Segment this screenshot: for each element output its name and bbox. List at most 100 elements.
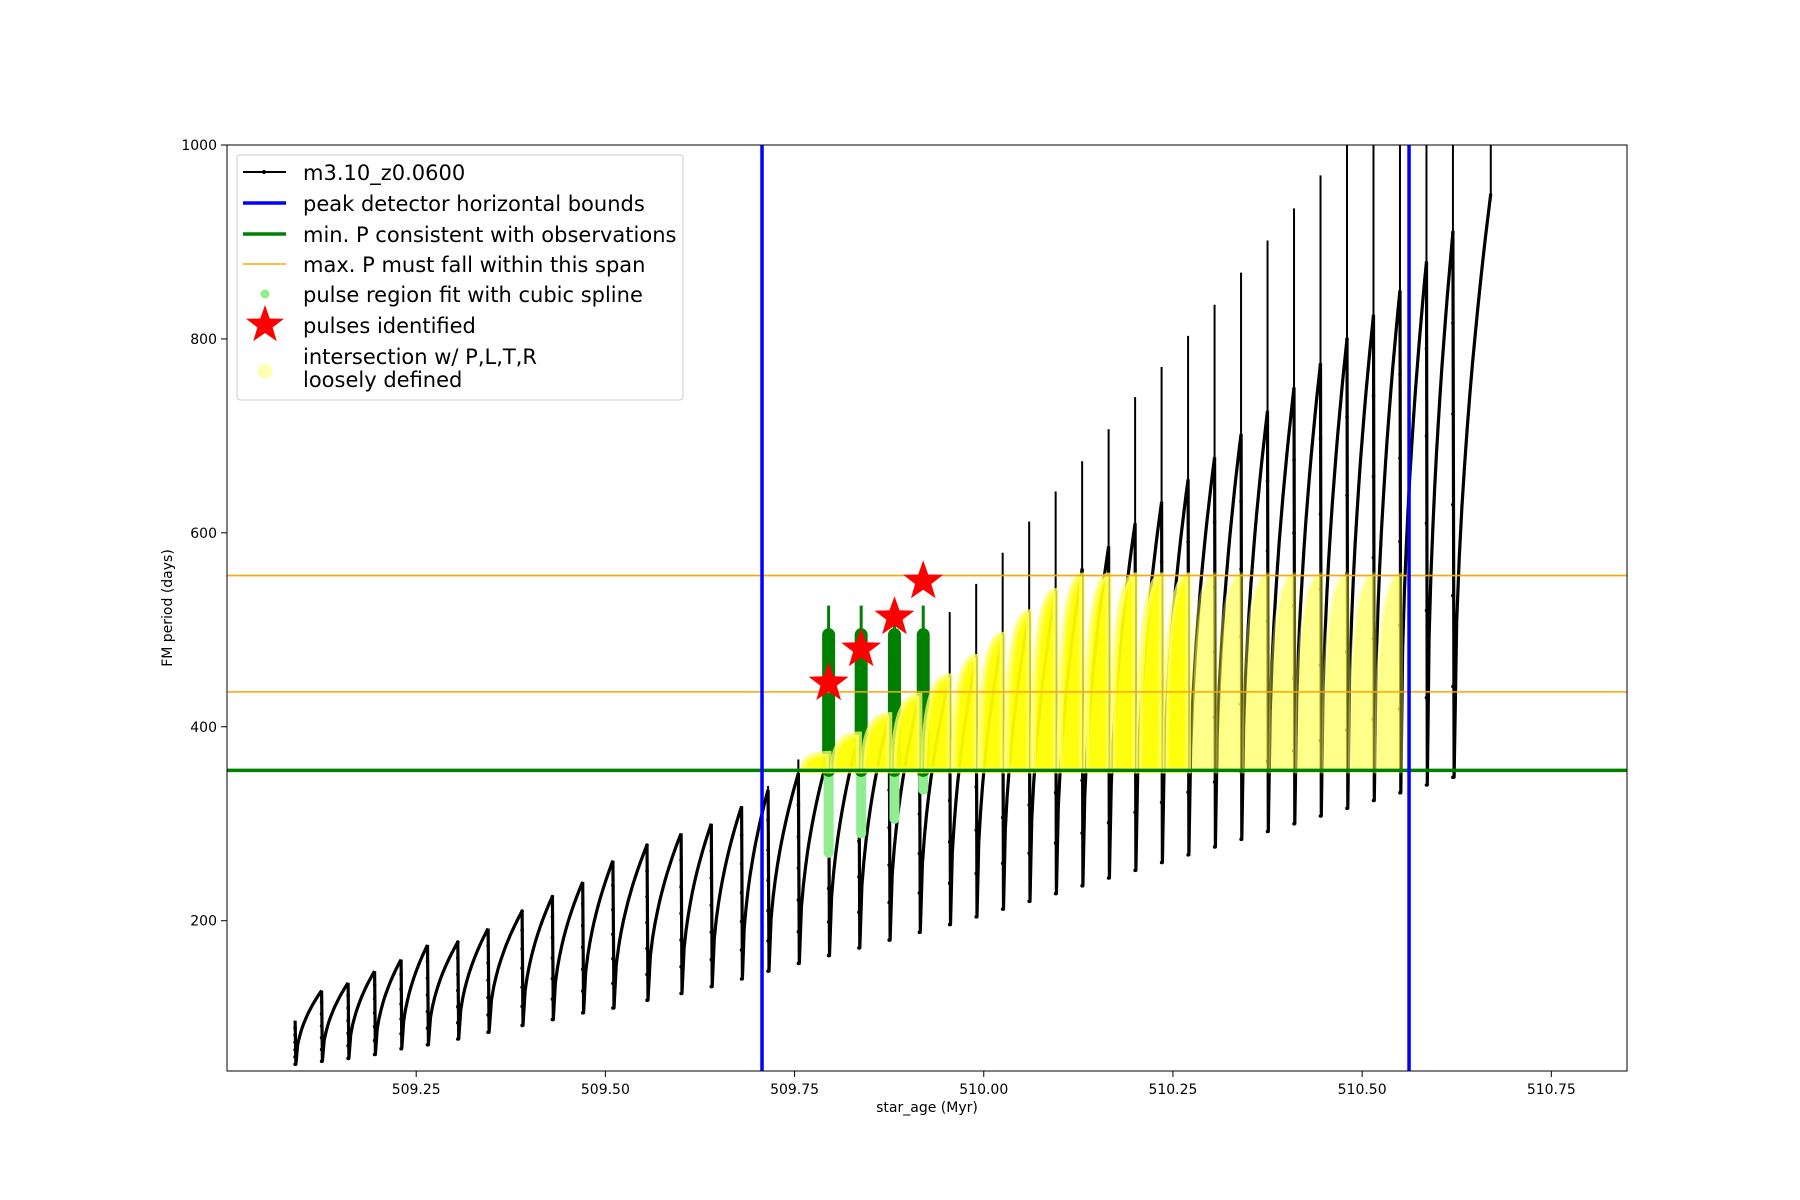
vertical-bounds [760, 145, 1411, 1071]
series-marker [1239, 634, 1243, 639]
series-marker [1027, 851, 1031, 855]
pulse-curve [645, 832, 683, 1002]
series-marker [1451, 775, 1455, 779]
series-marker [679, 858, 683, 862]
legend-entry-yellow: intersection w/ P,L,T,R loosely defined [257, 345, 537, 392]
x-tick-label: 509.75 [770, 1082, 819, 1098]
series-marker [974, 871, 978, 876]
pulse-curve [1292, 363, 1323, 826]
series-marker [679, 965, 683, 969]
series-marker [947, 798, 952, 803]
series-marker [1159, 560, 1164, 564]
series-marker [611, 932, 615, 937]
series-marker [1265, 479, 1270, 483]
series-marker [486, 1013, 490, 1017]
series-marker [739, 948, 744, 952]
series-marker [887, 825, 891, 830]
series-marker [346, 1056, 350, 1061]
series-marker [372, 1052, 377, 1057]
series-marker [486, 1030, 490, 1034]
pulse-curve [1424, 232, 1455, 787]
legend-label-line2: loosely defined [303, 368, 462, 392]
series-marker [425, 1043, 430, 1047]
legend-star-icon [246, 305, 284, 342]
intersection-blob [950, 653, 980, 774]
pulse-curve [1345, 314, 1376, 810]
series-marker [766, 908, 770, 913]
series-marker [550, 1017, 555, 1022]
series-marker [550, 997, 555, 1001]
series-marker [1133, 810, 1137, 815]
series-marker [1133, 868, 1137, 873]
series-marker [1000, 861, 1005, 866]
series-marker [611, 1006, 615, 1010]
series-marker [486, 995, 490, 1000]
series-marker [887, 900, 891, 905]
series-marker [611, 883, 615, 887]
series-marker [550, 935, 555, 940]
series-marker [1053, 891, 1058, 896]
series-marker [1000, 907, 1005, 911]
series-marker [917, 891, 922, 895]
series-marker [1186, 540, 1190, 544]
legend-entry-lightgreen: pulse region fit with cubic spline [260, 283, 643, 307]
series-marker [679, 885, 683, 889]
y-tick-label: 1000 [181, 138, 217, 154]
x-tick-label: 509.50 [581, 1082, 630, 1098]
series-marker [796, 834, 801, 839]
series-marker [1318, 814, 1323, 818]
series-marker [293, 1047, 297, 1052]
series-marker [1424, 434, 1429, 438]
series-marker [1186, 790, 1190, 794]
series-marker [739, 862, 744, 866]
series-marker [1345, 415, 1349, 419]
legend-label: intersection w/ P,L,T,R [303, 345, 537, 369]
y-axis-label: FM period (days) [160, 549, 176, 667]
series-marker [1318, 512, 1323, 516]
series-marker [1292, 676, 1296, 681]
series-marker [947, 840, 952, 844]
series-marker [1451, 684, 1455, 689]
intersection-blob [890, 692, 923, 774]
series-marker [1265, 829, 1270, 834]
legend-entry-stars: pulses identified [246, 305, 476, 342]
series-marker [974, 915, 978, 919]
y-tick-label: 200 [190, 914, 217, 930]
series-marker [887, 938, 891, 942]
data-layer [227, 145, 1627, 1071]
intersection-blob [1030, 587, 1059, 774]
series-marker [1106, 821, 1111, 825]
series-marker [739, 977, 744, 981]
pulse-curve [520, 895, 554, 1027]
series-marker [1398, 372, 1402, 377]
series-marker [857, 910, 861, 915]
series-marker [1371, 393, 1376, 398]
series-marker [796, 866, 801, 871]
pulse-curve [456, 927, 490, 1041]
series-marker [739, 890, 744, 895]
series-marker [1027, 899, 1031, 904]
series-marker [1265, 619, 1270, 623]
series-marker [1451, 321, 1455, 325]
pulse-curve [373, 958, 403, 1057]
series-marker [1345, 571, 1349, 576]
series-marker [1292, 458, 1296, 462]
legend-label: peak detector horizontal bounds [303, 192, 645, 216]
series-marker [372, 1038, 377, 1043]
pulse-curve [425, 941, 460, 1047]
series-marker [346, 1006, 350, 1010]
series-marker [293, 1033, 297, 1037]
legend-dot-yellow [257, 363, 273, 379]
pulse-curve [709, 805, 744, 989]
series-marker [520, 985, 524, 990]
pulse-curve [1451, 193, 1493, 779]
series-marker [456, 1004, 460, 1009]
series-marker [520, 1023, 524, 1028]
legend: m3.10_z0.0600 peak detector horizontal b… [236, 154, 684, 401]
series-marker [1239, 837, 1243, 842]
series-marker [346, 1018, 350, 1023]
series-marker [486, 978, 490, 983]
series-marker [887, 863, 891, 867]
series-marker [425, 1009, 430, 1014]
pulse-star [903, 560, 944, 599]
